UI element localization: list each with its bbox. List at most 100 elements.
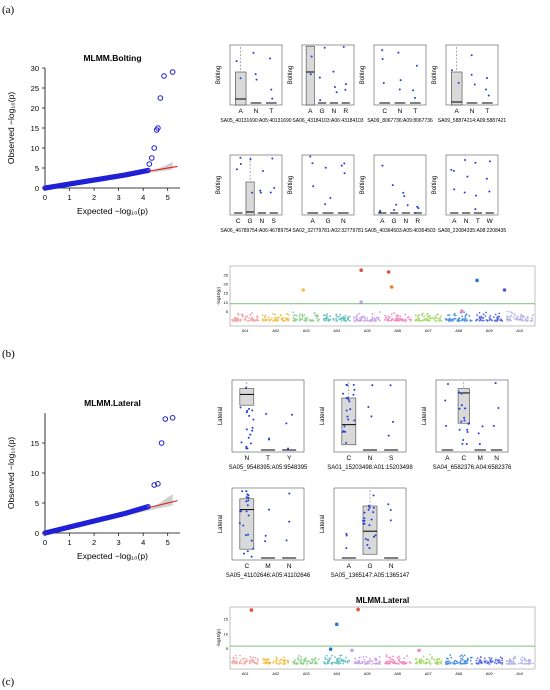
- boxplot-point: [398, 88, 401, 91]
- qq-y-tick-label: 0: [35, 529, 39, 538]
- manhattan-snp: [428, 659, 431, 662]
- boxplot-y-label: Bolting: [288, 176, 294, 194]
- manhattan-snp: [294, 313, 296, 316]
- manhattan-snp: [360, 318, 363, 321]
- boxplot-point: [484, 88, 487, 91]
- boxplot-category-label: T: [485, 108, 489, 115]
- manhattan-snp: [462, 655, 464, 658]
- qq-x-tick-label: 2: [92, 193, 96, 202]
- boxplot-point: [460, 404, 463, 407]
- boxplot-point: [370, 415, 373, 418]
- manhattan-snp: [298, 319, 301, 322]
- manhattan-y-label: -log10(p): [216, 628, 221, 647]
- manhattan-snp: [453, 662, 456, 665]
- boxplot-point: [247, 436, 250, 439]
- manhattan-snp: [478, 311, 481, 314]
- manhattan-snp: [469, 320, 472, 322]
- manhattan-snp: [512, 316, 515, 319]
- boxplot-point: [346, 415, 349, 418]
- manhattan-snp: [302, 661, 305, 664]
- manhattan-snp: [510, 314, 513, 317]
- boxplot-point: [251, 429, 254, 432]
- qq-point: [162, 416, 169, 422]
- boxplot-point: [235, 168, 238, 171]
- manhattan-snp: [386, 660, 388, 663]
- manhattan-snp: [326, 315, 328, 318]
- boxplot-point: [458, 391, 461, 394]
- boxplot: Lateral C M N SA05_41102646:A05:41102646: [218, 487, 311, 579]
- manhattan-snp: [363, 661, 366, 663]
- boxplot-point: [244, 534, 247, 537]
- boxplot-point: [453, 188, 456, 191]
- boxplot-point: [367, 538, 370, 541]
- boxplot-point: [478, 443, 481, 446]
- boxplot-caption: SA06_46789754:A06:46789754: [220, 228, 291, 234]
- manhattan-snp: [364, 663, 366, 665]
- qq-y-tick-label: 10: [31, 469, 39, 478]
- manhattan-snp: [426, 319, 429, 322]
- manhattan-snp: [439, 317, 441, 319]
- manhattan-snp: [477, 662, 480, 665]
- manhattan-snp: [256, 317, 259, 320]
- manhattan-chrom-label: A04: [333, 672, 340, 676]
- boxplot-point: [269, 57, 272, 60]
- manhattan-snp: [488, 656, 491, 659]
- manhattan-snp: [265, 660, 268, 663]
- boxplot-caption: SA04_6582376:A04:6582376: [433, 465, 512, 471]
- manhattan-snp: [489, 314, 492, 317]
- manhattan-snp: [499, 661, 502, 664]
- manhattan-snp: [248, 317, 251, 320]
- boxplot-point: [413, 96, 416, 99]
- manhattan-snp: [281, 319, 284, 322]
- manhattan-snp: [482, 319, 485, 322]
- manhattan-snp: [301, 315, 304, 318]
- boxplot-point: [249, 433, 252, 436]
- manhattan-snp: [520, 313, 523, 316]
- manhattan-snp: [444, 317, 447, 320]
- boxplot-frame: [373, 154, 427, 216]
- manhattan-snp: [385, 655, 388, 658]
- boxplot-point: [288, 492, 291, 495]
- manhattan-snp: [309, 662, 312, 665]
- manhattan-snp: [335, 320, 338, 322]
- manhattan-snp: [460, 657, 462, 660]
- manhattan-snp: [339, 313, 342, 316]
- manhattan-snp: [437, 317, 439, 320]
- manhattan-snp: [506, 310, 509, 313]
- boxplot-point: [344, 88, 347, 91]
- boxplot-caption: SA09_8067736:A09:8067736: [367, 118, 433, 124]
- boxplot-box: [245, 181, 255, 216]
- manhattan-snp: [265, 662, 268, 665]
- boxplot-point: [238, 522, 241, 525]
- boxplot-point: [342, 45, 345, 48]
- manhattan-snp: [526, 319, 529, 322]
- boxplot-point: [240, 441, 243, 444]
- manhattan-snp: [451, 661, 454, 664]
- manhattan-snp: [330, 662, 333, 665]
- boxplot-point: [382, 82, 385, 85]
- manhattan-snp: [509, 659, 512, 662]
- manhattan-snp: [426, 661, 429, 664]
- manhattan-snp: [344, 659, 346, 662]
- manhattan-y-tick-label: 20: [224, 282, 229, 287]
- manhattan-snp: [507, 315, 509, 318]
- manhattan-snp: [345, 656, 347, 659]
- manhattan-snp: [466, 319, 469, 322]
- manhattan-snp: [397, 655, 400, 658]
- manhattan-snp: [368, 320, 371, 322]
- manhattan-snp: [286, 318, 289, 320]
- manhattan-snp: [377, 316, 380, 319]
- boxplot-category-label: N: [464, 218, 469, 225]
- manhattan-snp: [340, 320, 343, 322]
- qq-x-tick-label: 1: [67, 193, 71, 202]
- manhattan-snp: [464, 660, 467, 662]
- manhattan-snp: [448, 314, 451, 316]
- boxplot-point: [285, 539, 288, 542]
- manhattan-snp: [430, 317, 433, 320]
- boxplot-point: [460, 420, 463, 423]
- manhattan-hit: [475, 278, 479, 283]
- manhattan-snp: [316, 320, 319, 322]
- boxplot-frame: [301, 44, 355, 106]
- manhattan-snp: [419, 660, 422, 663]
- manhattan-snp: [353, 316, 355, 319]
